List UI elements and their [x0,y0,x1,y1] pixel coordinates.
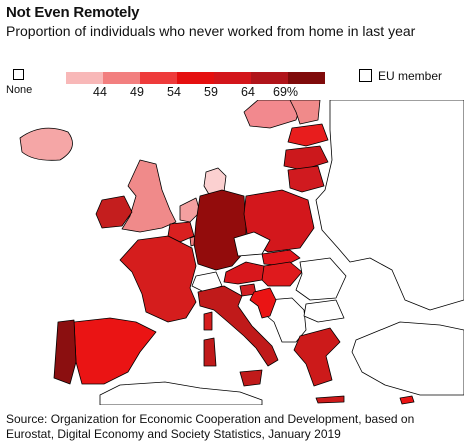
legend-tick-64: 64 [241,85,255,99]
legend-tick-59: 59 [204,85,218,99]
country-sicily [239,369,263,387]
country-norway-sweden [243,100,301,129]
legend-swatch-5 [214,72,251,84]
legend-none-swatch [13,69,24,80]
legend-swatch-1 [66,72,103,84]
legend-tick-44: 44 [93,85,107,99]
europe-map [19,100,464,405]
country-belgium [167,221,195,243]
legend-swatch-4 [177,72,214,84]
legend-tick-69: 69% [273,85,299,99]
country-hungary [257,261,303,287]
legend-eu-swatch [359,69,372,82]
country-bulgaria [303,299,345,323]
legend-swatch-7 [288,72,325,84]
country-sardinia [203,337,217,367]
country-netherlands [179,197,201,223]
country-iceland [19,127,73,161]
legend-color-scale [66,72,325,84]
country-czechia [233,231,271,257]
country-france [119,235,197,323]
country-finland [289,100,321,125]
legend-tick-49: 49 [130,85,144,99]
country-latvia [283,145,329,171]
legend-tick-54: 54 [167,85,181,99]
legend-eu-label: EU member [378,69,443,83]
source-note: Source: Organization for Economic Cooper… [6,412,415,441]
country-austria [223,261,265,285]
country-greece [293,327,341,387]
country-corsica [203,311,213,331]
country-croatia [249,287,277,319]
country-lithuania [287,165,325,193]
country-italy [197,285,279,367]
legend-swatch-2 [103,72,140,84]
country-turkey [351,321,464,396]
country-portugal [53,319,77,385]
legend-none-label: None [6,84,33,96]
country-ireland [95,195,133,229]
country-cyprus [399,395,415,405]
legend-swatch-6 [251,72,288,84]
country-crete [315,395,345,404]
country-romania [295,257,347,301]
chart-title: Not Even Remotely [6,4,140,21]
country-russia-belarus-ukraine [315,100,464,311]
chart-subtitle: Proportion of individuals who never work… [6,23,416,39]
country-uk [121,159,177,233]
country-spain [73,317,157,385]
country-north-africa [99,381,263,405]
country-germany [193,189,247,271]
legend-swatch-3 [140,72,177,84]
country-estonia [287,123,329,147]
